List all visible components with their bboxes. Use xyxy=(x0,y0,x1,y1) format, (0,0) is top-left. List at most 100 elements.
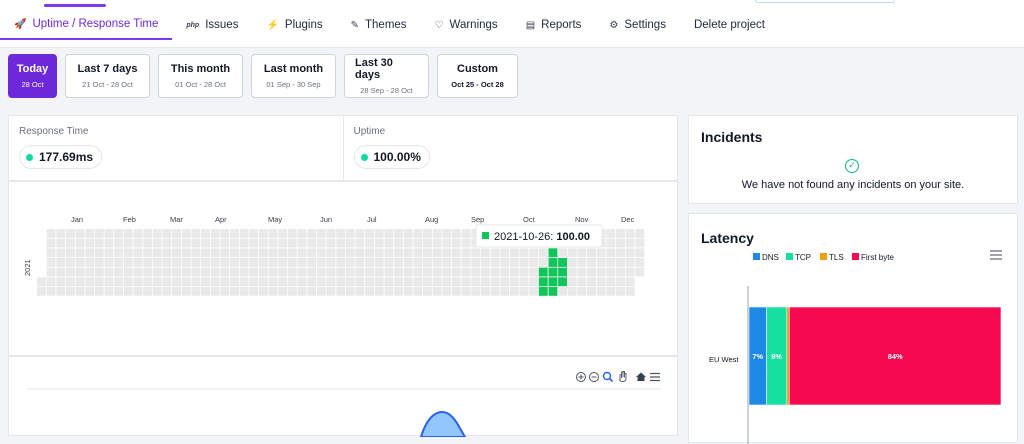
heatmap-day[interactable] xyxy=(606,286,616,296)
heatmap-day[interactable] xyxy=(162,258,172,267)
heatmap-day[interactable] xyxy=(355,286,365,296)
heatmap-day[interactable] xyxy=(461,229,471,238)
heatmap-day[interactable] xyxy=(123,258,133,267)
tab-reports[interactable]: ▤ Reports xyxy=(512,10,596,40)
zoom-out-icon[interactable] xyxy=(589,372,599,382)
heatmap-day[interactable] xyxy=(587,248,596,258)
heatmap-day[interactable] xyxy=(268,258,278,267)
heatmap-day[interactable] xyxy=(75,267,85,277)
heatmap-day[interactable] xyxy=(423,238,432,248)
heatmap-day[interactable] xyxy=(162,229,172,238)
heatmap-day[interactable] xyxy=(451,258,461,267)
heatmap-day[interactable] xyxy=(181,248,191,258)
heatmap-day[interactable] xyxy=(529,267,539,277)
heatmap-day[interactable] xyxy=(625,277,635,287)
heatmap-day[interactable] xyxy=(181,267,191,277)
heatmap-day[interactable] xyxy=(384,267,394,277)
heatmap-day[interactable] xyxy=(326,277,336,287)
heatmap-day[interactable] xyxy=(94,238,104,248)
heatmap-day[interactable] xyxy=(123,286,133,296)
heatmap-day[interactable] xyxy=(94,286,104,296)
heatmap-day[interactable] xyxy=(442,267,452,277)
range-button-custom[interactable]: Custom Oct 25 - Oct 28 xyxy=(437,54,518,98)
heatmap-day[interactable] xyxy=(519,286,529,296)
heatmap-day[interactable] xyxy=(278,267,288,277)
heatmap-day[interactable] xyxy=(606,229,616,238)
heatmap-day[interactable] xyxy=(365,258,374,267)
heatmap-day[interactable] xyxy=(123,229,133,238)
heatmap-day[interactable] xyxy=(307,229,317,238)
heatmap-day[interactable] xyxy=(567,286,577,296)
heatmap-day-up[interactable] xyxy=(558,277,567,287)
heatmap-day[interactable] xyxy=(635,267,645,277)
heatmap-day[interactable] xyxy=(384,238,394,248)
heatmap-day[interactable] xyxy=(152,238,162,248)
heatmap-day[interactable] xyxy=(297,286,307,296)
heatmap-day[interactable] xyxy=(201,238,210,248)
heatmap-day[interactable] xyxy=(461,248,471,258)
heatmap-day[interactable] xyxy=(152,286,162,296)
heatmap-day[interactable] xyxy=(451,248,461,258)
heatmap-day[interactable] xyxy=(625,286,635,296)
heatmap-day[interactable] xyxy=(249,267,259,277)
zoom-in-icon[interactable] xyxy=(576,372,586,382)
heatmap-day[interactable] xyxy=(210,229,220,238)
heatmap-day[interactable] xyxy=(56,277,66,287)
range-button-last-7-days[interactable]: Last 7 days 21 Oct - 28 Oct xyxy=(65,54,150,98)
heatmap-day[interactable] xyxy=(384,286,394,296)
heatmap-day[interactable] xyxy=(616,258,625,267)
heatmap-day[interactable] xyxy=(123,277,133,287)
heatmap-day[interactable] xyxy=(442,277,452,287)
heatmap-day[interactable] xyxy=(336,267,346,277)
heatmap-day[interactable] xyxy=(413,248,423,258)
heatmap-day[interactable] xyxy=(403,258,413,267)
heatmap-day[interactable] xyxy=(75,258,85,267)
heatmap-day[interactable] xyxy=(596,267,606,277)
tab-settings[interactable]: ⚙ Settings xyxy=(595,10,680,40)
heatmap-day[interactable] xyxy=(191,267,201,277)
heatmap-day[interactable] xyxy=(114,267,124,277)
heatmap-day[interactable] xyxy=(394,238,403,248)
heatmap-day[interactable] xyxy=(403,277,413,287)
tab-uptime-response-time[interactable]: 🚀 Uptime / Response Time xyxy=(0,10,173,40)
heatmap-day[interactable] xyxy=(413,258,423,267)
heatmap-day[interactable] xyxy=(152,258,162,267)
heatmap-day[interactable] xyxy=(210,267,220,277)
heatmap-day[interactable] xyxy=(403,248,413,258)
heatmap-day[interactable] xyxy=(259,267,268,277)
heatmap-day[interactable] xyxy=(201,258,210,267)
heatmap-day[interactable] xyxy=(616,238,625,248)
heatmap-day[interactable] xyxy=(85,258,95,267)
heatmap-day[interactable] xyxy=(143,229,153,238)
heatmap-day[interactable] xyxy=(345,238,355,248)
heatmap-day[interactable] xyxy=(230,238,239,248)
heatmap-day[interactable] xyxy=(413,267,423,277)
heatmap-day[interactable] xyxy=(432,267,442,277)
heatmap-day[interactable] xyxy=(172,258,181,267)
heatmap-day[interactable] xyxy=(451,286,461,296)
bar-segment-tls[interactable] xyxy=(786,306,790,406)
heatmap-day[interactable] xyxy=(210,277,220,287)
heatmap-day[interactable] xyxy=(152,248,162,258)
legend-swatch[interactable] xyxy=(852,253,859,260)
heatmap-day[interactable] xyxy=(355,238,365,248)
heatmap-day[interactable] xyxy=(355,229,365,238)
heatmap-day[interactable] xyxy=(403,286,413,296)
heatmap-day[interactable] xyxy=(500,267,510,277)
heatmap-day[interactable] xyxy=(191,238,201,248)
heatmap-day[interactable] xyxy=(519,248,529,258)
heatmap-day[interactable] xyxy=(181,277,191,287)
tab-warnings[interactable]: ♡ Warnings xyxy=(421,10,512,40)
heatmap-day[interactable] xyxy=(336,238,346,248)
heatmap-day[interactable] xyxy=(287,248,297,258)
heatmap-day[interactable] xyxy=(46,277,56,287)
heatmap-day[interactable] xyxy=(336,286,346,296)
heatmap-day[interactable] xyxy=(394,229,403,238)
heatmap-day[interactable] xyxy=(355,277,365,287)
heatmap-day[interactable] xyxy=(374,229,384,238)
heatmap-day[interactable] xyxy=(423,229,432,238)
heatmap-day[interactable] xyxy=(519,267,529,277)
heatmap-day[interactable] xyxy=(432,277,442,287)
heatmap-day[interactable] xyxy=(307,267,317,277)
heatmap-day[interactable] xyxy=(259,258,268,267)
